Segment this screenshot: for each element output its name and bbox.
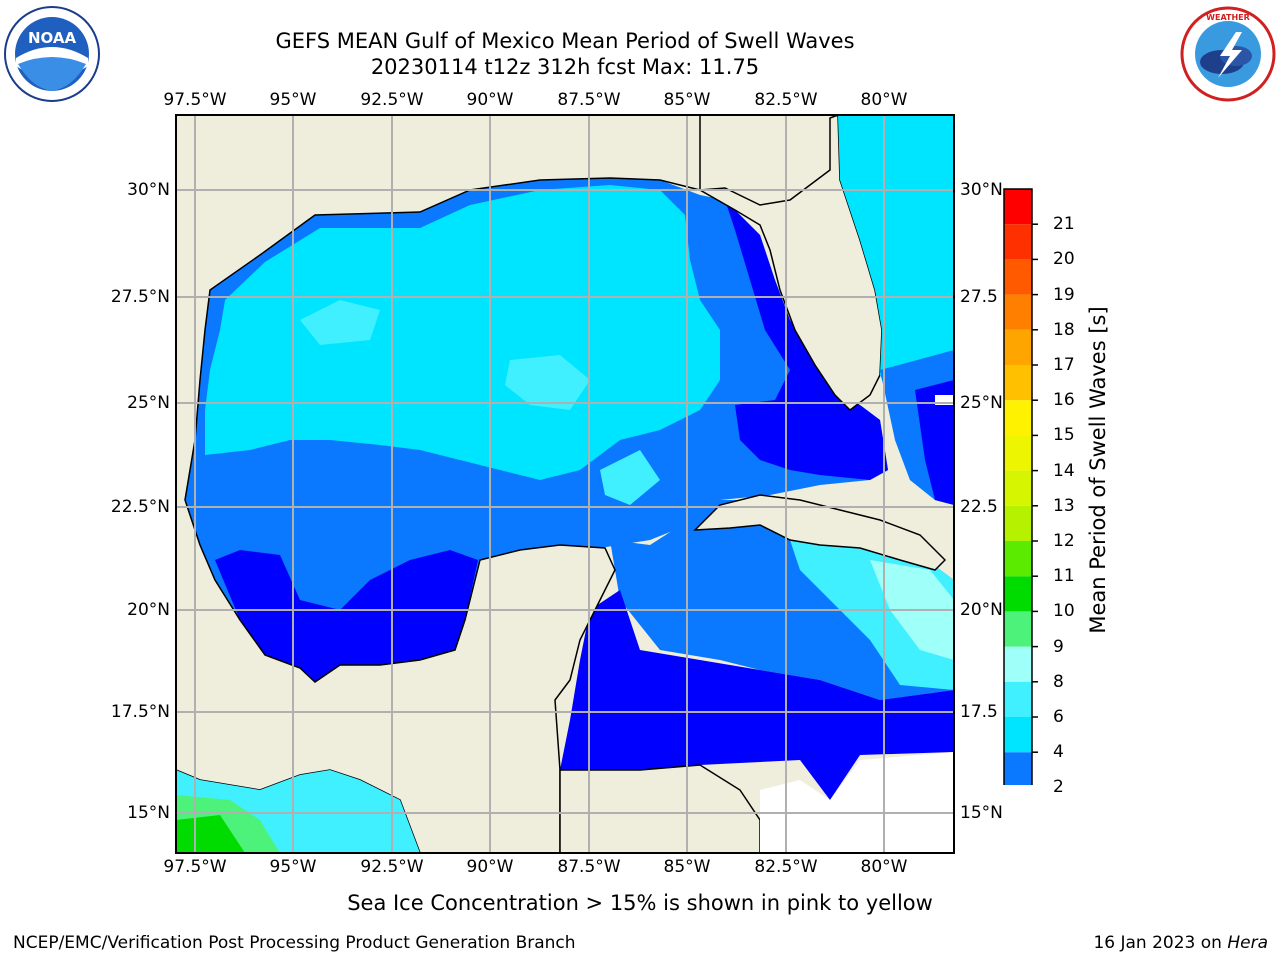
- svg-text:NOAA: NOAA: [28, 29, 77, 47]
- colorbar-frame: [1003, 188, 1033, 785]
- colorbar-segment: [1004, 400, 1032, 436]
- colorbar-tick-label: 21: [1053, 214, 1075, 235]
- colorbar-label: Mean Period of Swell Waves [s]: [1086, 306, 1110, 634]
- lat-label-right: 17.5: [960, 702, 998, 722]
- sea-ice-note: Sea Ice Concentration > 15% is shown in …: [347, 891, 933, 915]
- gulf-patch: [505, 355, 590, 410]
- lat-label-right: 25°N: [960, 393, 1003, 413]
- atlantic-low: [915, 380, 954, 505]
- lat-label-right: 22.5: [960, 497, 998, 517]
- map-frame: [175, 114, 955, 854]
- colorbar-segment: [1004, 576, 1032, 612]
- colorbar-segment: [1004, 189, 1032, 225]
- mexico-land: [176, 115, 701, 853]
- colorbar-segment: [1004, 294, 1032, 330]
- colorbar-tick-label: 10: [1053, 601, 1075, 622]
- colorbar-tick-label: 9: [1053, 636, 1064, 657]
- svg-text:WEATHER: WEATHER: [1206, 13, 1250, 22]
- colorbar-tick-label: 12: [1053, 531, 1075, 551]
- lat-label-left: 27.5°N: [110, 287, 170, 307]
- lon-label-bottom: 85°W: [663, 857, 711, 877]
- gridlines: [176, 115, 954, 853]
- gulf-patch: [600, 450, 660, 505]
- footer-date-text: 16 Jan 2023 on: [1093, 933, 1222, 953]
- lon-label-bottom: 95°W: [269, 857, 317, 877]
- colorbar-segment: [1004, 752, 1032, 785]
- lon-label-top: 80°W: [860, 90, 908, 110]
- colorbar-tick-label: 18: [1053, 319, 1075, 340]
- lat-label-right: 30°N: [960, 180, 1003, 200]
- colorbar-segment: [1004, 259, 1032, 295]
- lat-label-left: 15°N: [127, 803, 170, 823]
- chart-title: GEFS MEAN Gulf of Mexico Mean Period of …: [275, 29, 855, 53]
- caribbean-low: [560, 590, 954, 800]
- lat-label-left: 25°N: [127, 393, 170, 413]
- colorbar-segment: [1004, 435, 1032, 471]
- lon-label-top: 82.5°W: [754, 90, 818, 110]
- footer-machine: Hera: [1227, 933, 1268, 953]
- colorbar: [1003, 188, 1038, 785]
- colorbar-tick-label: 14: [1053, 460, 1075, 481]
- lon-label-bottom: 80°W: [860, 857, 908, 877]
- colorbar-segment: [1004, 505, 1032, 541]
- colorbar-tick-label: 20: [1053, 249, 1075, 270]
- gulf-patch: [300, 300, 380, 345]
- noaa-logo: NOAA: [4, 6, 100, 102]
- lon-label-top: 90°W: [466, 90, 514, 110]
- colorbar-tick-label: 2: [1053, 777, 1064, 798]
- colorbar-segment: [1004, 224, 1032, 260]
- lon-label-top: 87.5°W: [557, 90, 621, 110]
- lon-label-bottom: 82.5°W: [754, 857, 818, 877]
- colorbar-segment: [1004, 365, 1032, 401]
- lat-label-left: 30°N: [127, 180, 170, 200]
- lon-label-top: 97.5°W: [163, 90, 227, 110]
- footer-date: 16 Jan 2023 on Hera: [1093, 933, 1268, 953]
- colorbar-tick-label: 4: [1053, 742, 1064, 763]
- lat-label-right: 27.5: [960, 287, 998, 307]
- colorbar-segment: [1004, 717, 1032, 753]
- no-data-area: [760, 752, 954, 853]
- florida-low-field: [725, 200, 888, 480]
- colorbar-tick-label: 6: [1053, 707, 1064, 727]
- lon-label-bottom: 92.5°W: [360, 857, 424, 877]
- colorbar-segment: [1004, 611, 1032, 647]
- colorbar-segment: [1004, 470, 1032, 506]
- colorbar-segment: [1004, 329, 1032, 365]
- colorbar-tick-label: 13: [1053, 495, 1075, 516]
- colorbar-segment: [1004, 646, 1032, 682]
- colorbar-segment: [1004, 541, 1032, 577]
- colorbar-segment: [1004, 681, 1032, 717]
- colorbar-tick-label: 19: [1053, 284, 1075, 305]
- lat-label-right: 15°N: [960, 803, 1003, 823]
- lat-label-left: 17.5°N: [110, 702, 170, 722]
- gulf-central-field: [205, 185, 720, 480]
- campeche-low-field: [215, 550, 478, 682]
- lon-label-bottom: 90°W: [466, 857, 514, 877]
- colorbar-tick-label: 15: [1053, 425, 1075, 446]
- lat-label-left: 22.5°N: [110, 497, 170, 517]
- nws-logo: WEATHER: [1180, 6, 1276, 102]
- lon-label-bottom: 87.5°W: [557, 857, 621, 877]
- colorbar-tick-label: 8: [1053, 671, 1064, 692]
- colorbar-tick-label: 11: [1053, 566, 1075, 587]
- lon-label-top: 85°W: [663, 90, 711, 110]
- lon-label-bottom: 97.5°W: [163, 857, 227, 877]
- lon-label-top: 95°W: [269, 90, 317, 110]
- lat-label-left: 20°N: [127, 600, 170, 620]
- colorbar-tick-label: 16: [1053, 390, 1075, 411]
- footer-credit: NCEP/EMC/Verification Post Processing Pr…: [13, 933, 576, 953]
- lon-label-top: 92.5°W: [360, 90, 424, 110]
- cuba-land: [693, 494, 947, 571]
- pacific-green-dark: [176, 815, 245, 853]
- chart-subtitle: 20230114 t12z 312h fcst Max: 11.75: [370, 55, 760, 79]
- colorbar-tick-label: 17: [1053, 355, 1075, 375]
- lat-label-right: 20°N: [960, 600, 1003, 620]
